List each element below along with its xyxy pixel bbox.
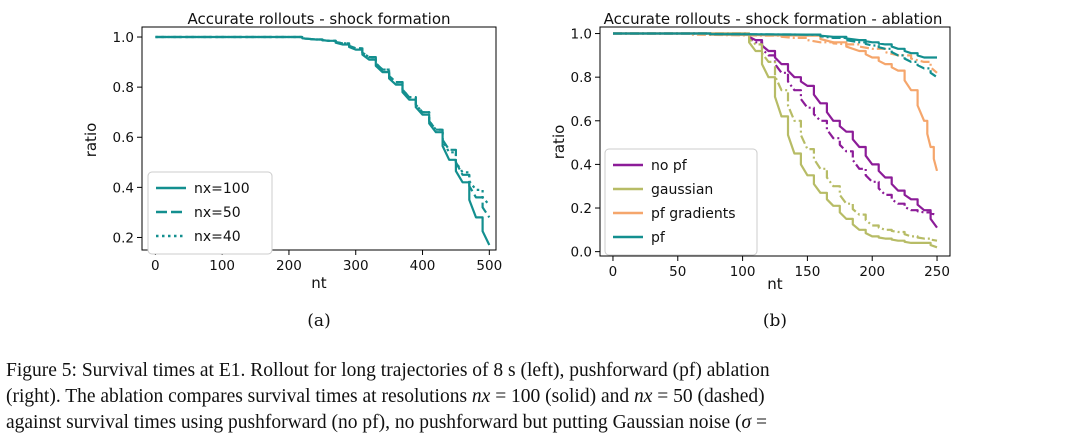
x-tick-label: 0 (151, 258, 160, 274)
caption-text: = (751, 412, 767, 433)
series-line-gaussian-nx-50- (613, 32, 938, 242)
legend-frame (147, 171, 273, 255)
legend-label: pf (651, 230, 666, 246)
panel-a-label: (a) (307, 311, 330, 331)
panel-b-xlabel: nt (767, 275, 783, 293)
panel-a-title: Accurate rollouts - shock formation (187, 10, 450, 28)
caption-line-3: against survival times using pushforward… (6, 410, 1076, 435)
legend-label: nx=40 (194, 229, 241, 245)
panel-b-legend: no pf gaussian pf gradients pf (604, 148, 758, 256)
y-tick-label: 0.2 (571, 201, 592, 217)
y-tick-label: 0.6 (113, 130, 134, 146)
series-line-gaussian (613, 32, 938, 249)
math-sigma: σ (741, 412, 752, 433)
caption-line-2: (right). The ablation compares survival … (6, 384, 1076, 409)
legend-label: nx=100 (194, 181, 250, 197)
x-tick-label: 200 (276, 258, 302, 274)
y-tick-label: 0.8 (571, 70, 592, 86)
panel-b-chart: Accurate rollouts - shock formation - ab… (550, 10, 951, 331)
x-tick-label: 100 (730, 264, 756, 280)
panel-a-ylabel: ratio (82, 123, 100, 158)
math-nx: nx (471, 386, 491, 407)
x-tick-label: 50 (669, 264, 686, 280)
x-tick-label: 300 (343, 258, 369, 274)
legend-label: no pf (651, 158, 688, 174)
x-tick-label: 400 (410, 258, 436, 274)
panel-a-xlabel: nt (311, 274, 327, 292)
caption-text: against survival times using pushforward… (6, 412, 742, 433)
y-tick-label: 0.6 (571, 114, 592, 130)
x-tick-label: 150 (795, 264, 821, 280)
panel-b-title: Accurate rollouts - shock formation - ab… (604, 10, 943, 28)
legend-frame (604, 148, 758, 256)
legend-label: nx=50 (194, 205, 241, 221)
y-tick-label: 1.0 (571, 27, 592, 43)
y-tick-label: 1.0 (113, 30, 134, 46)
caption-text: Figure 5: Survival times at E1. Rollout … (6, 360, 770, 381)
y-tick-label: 0.8 (113, 80, 134, 96)
y-tick-label: 0.2 (113, 230, 134, 246)
x-tick-label: 500 (476, 258, 502, 274)
x-tick-label: 100 (209, 258, 235, 274)
y-tick-label: 0.0 (571, 245, 592, 261)
legend-label: pf gradients (651, 206, 736, 222)
panel-a-plot-frame (141, 26, 497, 251)
panel-a-legend: nx=100 nx=50 nx=40 (147, 171, 273, 255)
panel-a-chart: Accurate rollouts - shock formation 0 100… (82, 10, 502, 331)
series-line-pf-gradients-nx-50- (613, 32, 938, 74)
series-line-nx-50 (155, 35, 491, 219)
series-line-pf-nx-50- (613, 32, 938, 79)
y-tick-label: 0.4 (113, 180, 134, 196)
x-tick-label: 0 (609, 264, 618, 280)
x-tick-label: 200 (859, 264, 885, 280)
series-line-pf-gradients (613, 32, 939, 172)
panel-b-label: (b) (763, 311, 787, 331)
caption-text: = 50 (dashed) (652, 386, 765, 407)
x-tick-label: 250 (924, 264, 950, 280)
caption-text: = 100 (solid) and (490, 386, 635, 407)
legend-label: gaussian (651, 182, 713, 198)
caption-text: (right). The ablation compares survival … (6, 386, 472, 407)
panel-b-ylabel: ratio (550, 125, 568, 160)
y-tick-label: 0.4 (571, 157, 592, 173)
series-line-no-pf-nx-50- (613, 32, 938, 216)
series-line-no-pf (613, 32, 938, 229)
panel-b-plot-frame (599, 26, 951, 257)
caption-line-1: Figure 5: Survival times at E1. Rollout … (6, 358, 1076, 383)
math-nx: nx (634, 386, 653, 407)
